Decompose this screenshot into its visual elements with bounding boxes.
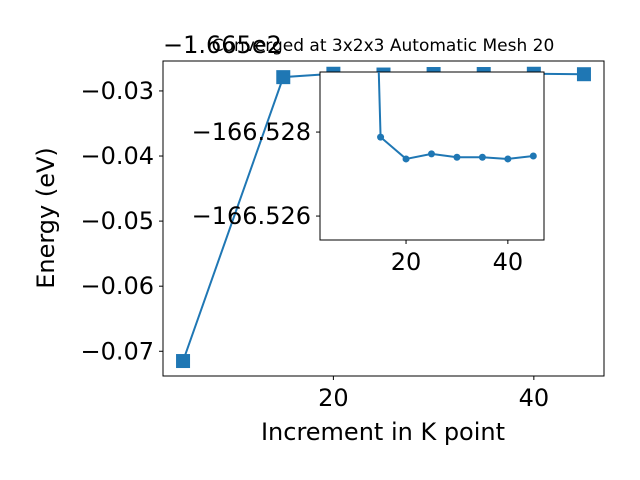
y-axis-label: Energy (eV) <box>32 147 60 289</box>
y-tick-label: −0.07 <box>80 337 154 365</box>
marker <box>377 133 385 141</box>
line <box>377 72 534 161</box>
chart-title: Converged at 3x2x3 Automatic Mesh 20 <box>212 36 555 56</box>
x-tick-label: 20 <box>391 248 422 276</box>
series <box>377 72 537 163</box>
marker <box>529 152 537 160</box>
x-tick-label: 20 <box>318 384 349 412</box>
marker <box>504 155 512 163</box>
y-tick-label: −0.04 <box>80 142 154 170</box>
marker <box>427 150 435 158</box>
y-tick-label: −0.06 <box>80 272 154 300</box>
marker <box>276 70 291 85</box>
y-tick-label: −166.526 <box>192 202 311 230</box>
y-tick-label: −166.528 <box>192 118 311 146</box>
marker <box>478 153 486 161</box>
x-axis-label: Increment in K point <box>261 418 505 446</box>
x-tick-label: 40 <box>519 384 550 412</box>
marker <box>453 153 461 161</box>
x-tick-label: 40 <box>493 248 524 276</box>
offset-text: −1.665e2 <box>163 31 282 59</box>
marker <box>402 155 410 163</box>
marker <box>176 354 191 369</box>
y-tick-label: −0.05 <box>80 207 154 235</box>
marker <box>576 67 591 82</box>
y-tick-label: −0.03 <box>80 77 154 105</box>
